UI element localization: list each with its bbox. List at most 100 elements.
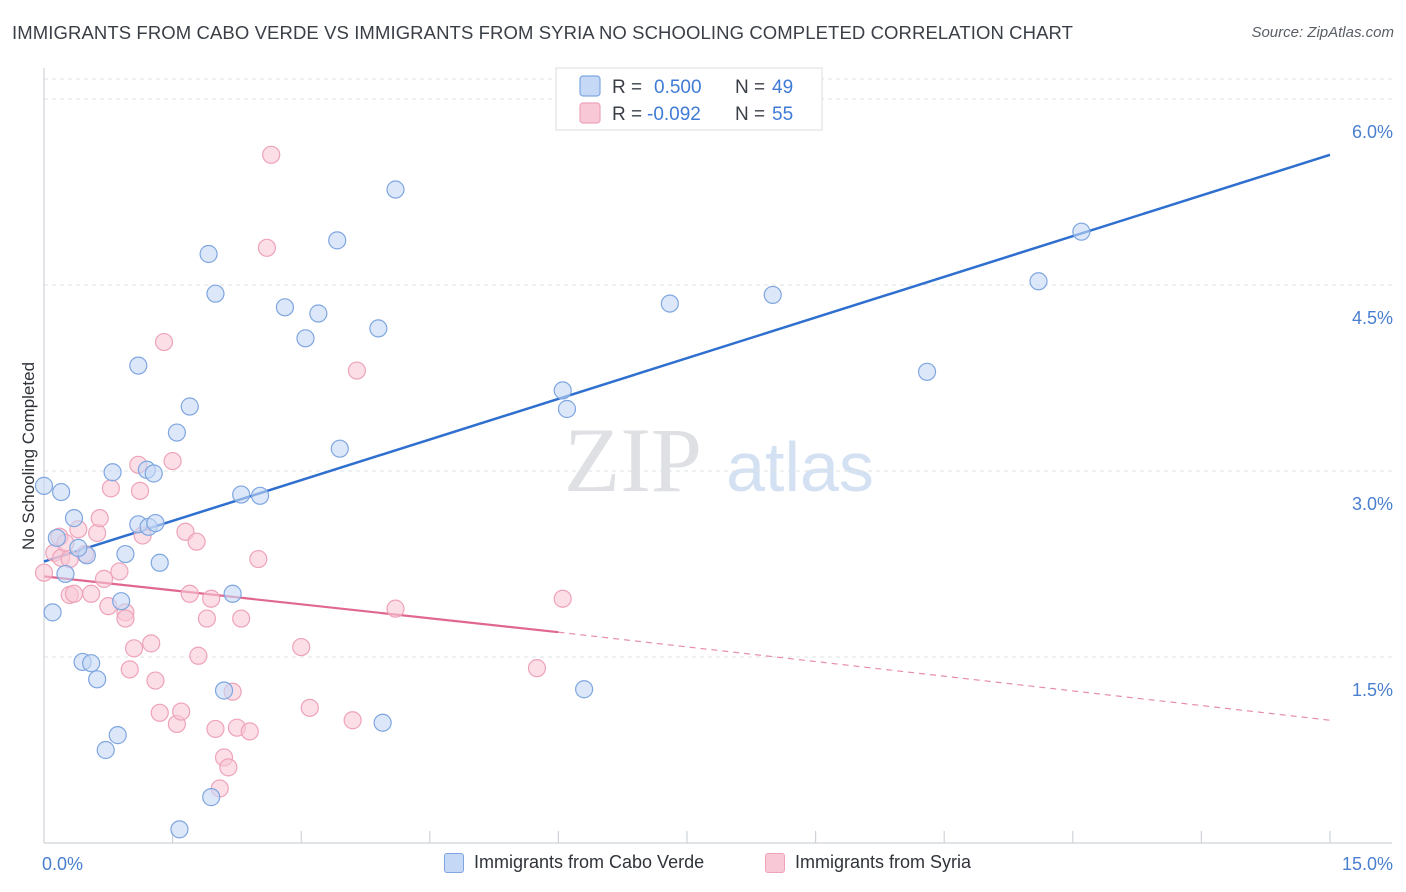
syria-point: [142, 634, 161, 653]
caboverde-points: [34, 180, 1091, 839]
caboverde-point: [64, 509, 84, 528]
syria-point: [249, 549, 268, 569]
syria-point: [527, 659, 547, 678]
syria-point: [163, 451, 182, 471]
syria-point: [88, 523, 107, 543]
syria-point: [154, 332, 174, 352]
caboverde-point: [386, 180, 405, 199]
syria-point: [257, 238, 277, 257]
legend-n-value-1: 49: [772, 77, 793, 98]
syria-point: [180, 584, 199, 603]
syria-point: [130, 481, 150, 500]
legend-n-label-1: N =: [735, 77, 765, 98]
caboverde-point: [373, 713, 392, 732]
caboverde-point: [146, 513, 165, 533]
legend-swatch-caboverde-bottom: [444, 852, 464, 873]
legend-n-label-2: N =: [735, 104, 765, 125]
caboverde-point: [170, 820, 189, 839]
caboverde-point: [129, 356, 148, 375]
syria-point: [146, 671, 165, 690]
caboverde-point: [82, 654, 101, 673]
legend-r-value-2: -0.092: [647, 104, 701, 125]
legend-r-label-1: R =: [612, 77, 642, 98]
chart-title: IMMIGRANTS FROM CABO VERDE VS IMMIGRANTS…: [12, 22, 1074, 43]
legend-label-caboverde: Immigrants from Cabo Verde: [474, 852, 705, 872]
caboverde-point: [144, 464, 163, 483]
caboverde-point: [250, 486, 270, 505]
watermark-zip: ZIP: [564, 409, 702, 511]
caboverde-point: [309, 304, 328, 323]
caboverde-point: [575, 680, 594, 699]
caboverde-point: [223, 584, 242, 603]
caboverde-point: [369, 319, 388, 338]
syria-point: [187, 532, 206, 551]
syria-point: [232, 609, 251, 628]
caboverde-point: [116, 544, 135, 564]
x-tick-label: 0.0%: [42, 854, 83, 874]
legend-r-label-2: R =: [612, 104, 642, 125]
y-tick-label: 3.0%: [1352, 494, 1393, 514]
y-tick-label: 6.0%: [1352, 122, 1393, 142]
syria-point: [202, 589, 221, 608]
caboverde-point: [180, 397, 199, 416]
syria-point: [120, 660, 139, 679]
legend-item-syria[interactable]: Immigrants from Syria: [765, 852, 971, 873]
caboverde-point: [34, 476, 54, 495]
syria-point: [343, 711, 362, 730]
caboverde-point: [553, 381, 572, 400]
syria-point: [262, 145, 281, 164]
caboverde-point: [167, 423, 186, 442]
syria-point: [172, 702, 191, 721]
watermark-atlas: atlas: [726, 428, 874, 506]
caboverde-point: [112, 592, 131, 611]
caboverde-point: [52, 482, 71, 502]
legend-r-value-1: 0.500: [654, 77, 702, 98]
caboverde-point: [150, 553, 169, 572]
caboverde-point: [214, 681, 234, 700]
caboverde-point: [43, 603, 62, 622]
caboverde-point: [206, 284, 225, 303]
y-tick-label: 4.5%: [1352, 308, 1393, 328]
legend-label-syria: Immigrants from Syria: [795, 852, 972, 872]
legend-swatch-caboverde: [579, 75, 601, 97]
caboverde-point: [917, 362, 937, 381]
y-tick-label: 1.5%: [1352, 680, 1393, 700]
caboverde-point: [1072, 222, 1091, 241]
caboverde-point: [56, 564, 75, 584]
syria-point: [116, 609, 135, 628]
legend-swatch-syria-bottom: [765, 852, 785, 873]
syria-point: [206, 719, 225, 739]
caboverde-point: [47, 528, 66, 548]
syria-point: [347, 361, 367, 380]
syria-point: [64, 584, 84, 603]
legend-n-value-2: 55: [772, 104, 793, 125]
caboverde-point: [296, 329, 315, 348]
syria-trend-line: [43, 575, 559, 634]
tick-labels: 1.5% 3.0% 4.5% 6.0% 0.0% 15.0%: [42, 122, 1393, 874]
syria-point: [101, 479, 120, 498]
syria-point: [82, 584, 101, 603]
syria-point: [189, 646, 208, 665]
syria-point: [90, 509, 109, 528]
syria-point: [292, 637, 311, 657]
x-tick-label: 15.0%: [1342, 854, 1393, 874]
axes: [43, 68, 1392, 844]
syria-point: [94, 569, 114, 588]
caboverde-point: [108, 726, 127, 745]
legend-item-caboverde[interactable]: Immigrants from Cabo Verde: [444, 852, 704, 873]
syria-point: [34, 563, 54, 582]
caboverde-point: [330, 439, 349, 458]
syria-point: [386, 599, 405, 618]
caboverde-point: [232, 485, 251, 504]
source-label: Source: ZipAtlas.com: [1251, 24, 1394, 41]
caboverde-point: [202, 788, 221, 807]
syria-point: [240, 722, 259, 741]
caboverde-point: [199, 244, 218, 264]
syria-point: [110, 562, 129, 581]
legend-swatch-syria: [579, 102, 601, 124]
caboverde-point: [557, 399, 577, 419]
syria-point: [300, 698, 319, 717]
caboverde-point: [660, 294, 679, 313]
stats-legend: R = 0.500 N = 49 R = -0.092 N = 55: [555, 67, 823, 131]
